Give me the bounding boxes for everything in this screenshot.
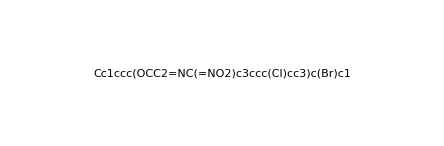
Text: Cc1ccc(OCC2=NC(=NO2)c3ccc(Cl)cc3)c(Br)c1: Cc1ccc(OCC2=NC(=NO2)c3ccc(Cl)cc3)c(Br)c1 — [93, 68, 351, 78]
